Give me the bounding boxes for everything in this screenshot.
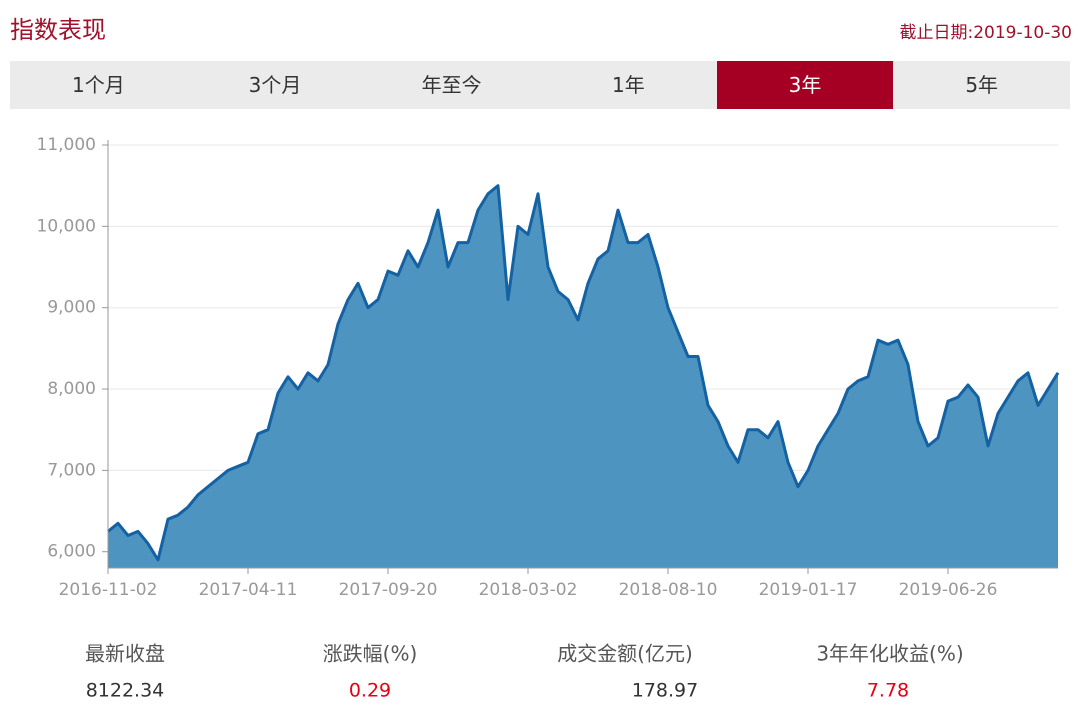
line bbox=[107, 184, 1060, 562]
period-tab[interactable]: 5年 bbox=[965, 73, 999, 97]
as-of-date: 截止日期:2019-10-30 bbox=[899, 23, 1072, 43]
period-tab[interactable]: 3个月 bbox=[248, 73, 302, 97]
stat-value: 8122.34 bbox=[86, 680, 165, 702]
x-tick-label: 2018-08-10 bbox=[619, 580, 718, 600]
x-tick-label: 2017-09-20 bbox=[339, 580, 438, 600]
y-tick-label: 11,000 bbox=[37, 135, 96, 155]
y-tick-label: 8,000 bbox=[47, 379, 96, 399]
stat-label: 涨跌幅(%) bbox=[323, 642, 418, 666]
x-tick-label: 2017-04-11 bbox=[199, 580, 298, 600]
x-tick-label: 2019-06-26 bbox=[899, 580, 998, 600]
period-tab[interactable]: 年至今 bbox=[421, 73, 482, 97]
x-tick-label: 2019-01-17 bbox=[759, 580, 858, 600]
stat-label: 最新收盘 bbox=[85, 642, 165, 666]
stat-label: 3年年化收益(%) bbox=[816, 642, 963, 666]
y-tick-label: 6,000 bbox=[47, 542, 96, 562]
period-tab[interactable]: 1个月 bbox=[71, 73, 125, 97]
x-tick-label: 2016-11-02 bbox=[59, 580, 158, 600]
y-tick-label: 9,000 bbox=[47, 298, 96, 318]
panel-title: 指数表现 bbox=[10, 16, 106, 44]
period-tab[interactable]: 3年 bbox=[716, 61, 894, 109]
stat-label: 成交金额(亿元) bbox=[557, 642, 693, 666]
stat-value: 0.29 bbox=[349, 680, 391, 702]
area bbox=[108, 185, 1058, 568]
x-tick-label: 2018-03-02 bbox=[479, 580, 578, 600]
period-tabs: 1个月 3个月 年至今 1年 3年 5年 bbox=[10, 61, 1070, 109]
y-tick-label: 10,000 bbox=[37, 216, 96, 236]
period-tab[interactable]: 1年 bbox=[611, 73, 645, 97]
stat-value: 178.97 bbox=[632, 680, 698, 702]
stat-value: 7.78 bbox=[867, 680, 909, 702]
y-tick-label: 7,000 bbox=[47, 460, 96, 480]
